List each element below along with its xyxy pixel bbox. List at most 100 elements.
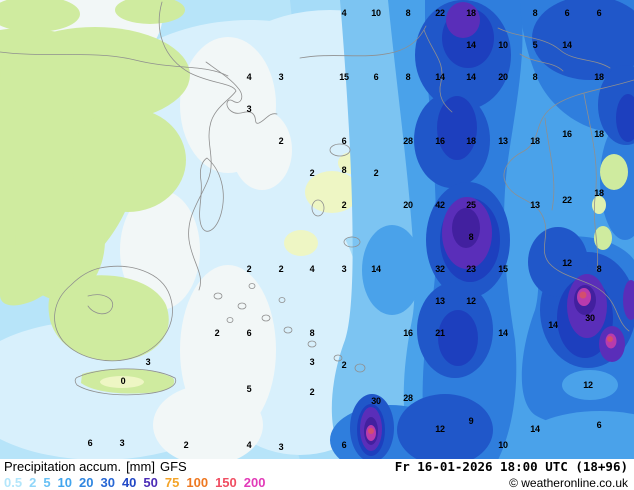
legend-value: 30 xyxy=(100,475,115,490)
map-value-label: 28 xyxy=(403,136,413,146)
legend-value: 75 xyxy=(164,475,180,490)
map-value-label: 18 xyxy=(594,188,604,198)
map-value-label: 3 xyxy=(309,357,315,367)
map-value-label: 10 xyxy=(371,8,381,18)
map-value-label: 5 xyxy=(532,40,538,50)
map-value-label: 16 xyxy=(562,129,572,139)
land-green-layer xyxy=(0,0,190,394)
map-value-label: 6 xyxy=(246,328,252,338)
map-value-label: 6 xyxy=(341,440,347,450)
map-value-label: 8 xyxy=(309,328,315,338)
map-value-label: 6 xyxy=(373,72,379,82)
legend-value: 20 xyxy=(79,475,94,490)
land-green-right-spots xyxy=(592,154,628,250)
map-value-label: 14 xyxy=(371,264,381,274)
map-value-label: 2 xyxy=(373,168,379,178)
map-value-label: 8 xyxy=(468,232,474,242)
legend-value: 2 xyxy=(29,475,37,490)
map-value-label: 2 xyxy=(246,264,252,274)
map-value-label: 20 xyxy=(498,72,508,82)
map-value-label: 18 xyxy=(466,136,476,146)
map-value-label: 8 xyxy=(405,8,411,18)
copyright-label: © weatheronline.co.uk xyxy=(509,476,628,490)
map-value-label: 2 xyxy=(309,387,315,397)
footer-row-2: 0.5 2 5 10 20 30 40 50 75 100 150 200 © weatheronli… xyxy=(0,474,634,490)
map-value-label: 14 xyxy=(530,424,540,434)
precipitation-map: 4 10 8 22 18 8 6 6 14 10 5 14 4 3 15 6 8 14 14 20 8 18 3 2 6 28 16… xyxy=(0,0,634,460)
map-value-label: 6 xyxy=(564,8,570,18)
map-value-label: 0 xyxy=(120,376,126,386)
map-value-label: 12 xyxy=(583,380,593,390)
map-value-label: 16 xyxy=(435,136,445,146)
map-value-label: 4 xyxy=(246,72,252,82)
map-value-label: 12 xyxy=(562,258,572,268)
map-value-label: 4 xyxy=(309,264,315,274)
map-value-label: 2 xyxy=(341,360,347,370)
map-value-label: 14 xyxy=(466,40,476,50)
map-value-label: 6 xyxy=(87,438,93,448)
map-value-label: 30 xyxy=(585,313,595,323)
footer-bar: Precipitation accum. [mm] GFS Fr 16-01-202… xyxy=(0,459,634,490)
map-value-label: 8 xyxy=(596,264,602,274)
map-value-label: 18 xyxy=(594,72,604,82)
legend-value: 0.5 xyxy=(4,475,23,490)
map-value-label: 2 xyxy=(183,440,189,450)
map-value-label: 12 xyxy=(466,296,476,306)
map-value-label: 13 xyxy=(435,296,445,306)
map-value-label: 10 xyxy=(498,440,508,450)
map-value-label: 14 xyxy=(562,40,572,50)
map-value-label: 28 xyxy=(403,393,413,403)
map-value-label: 18 xyxy=(594,129,604,139)
legend-scale: 0.5 2 5 10 20 30 40 50 75 100 150 200 xyxy=(4,474,272,490)
map-value-label: 8 xyxy=(341,165,347,175)
map-value-label: 6 xyxy=(596,8,602,18)
map-value-label: 4 xyxy=(341,8,347,18)
map-value-label: 2 xyxy=(341,200,347,210)
precip-pockets xyxy=(520,370,634,460)
map-value-label: 21 xyxy=(435,328,445,338)
map-value-label: 15 xyxy=(498,264,508,274)
map-value-label: 2 xyxy=(278,136,284,146)
map-value-label: 2 xyxy=(309,168,315,178)
map-value-label: 9 xyxy=(468,416,474,426)
unit-text: [mm] xyxy=(126,459,155,474)
map-value-label: 2 xyxy=(214,328,220,338)
product-name-text: Precipitation accum. xyxy=(4,459,122,474)
datetime-label: Fr 16-01-2026 18:00 UTC (18+96) xyxy=(394,459,628,474)
map-value-label: 14 xyxy=(498,328,508,338)
map-value-label: 3 xyxy=(246,104,252,114)
map-value-label: 12 xyxy=(435,424,445,434)
map-value-label: 6 xyxy=(596,420,602,430)
map-canvas xyxy=(0,0,634,460)
map-value-label: 25 xyxy=(466,200,476,210)
map-value-label: 8 xyxy=(532,8,538,18)
map-value-label: 16 xyxy=(403,328,413,338)
map-value-label: 14 xyxy=(466,72,476,82)
map-value-label: 22 xyxy=(435,8,445,18)
map-value-label: 14 xyxy=(548,320,558,330)
map-value-label: 3 xyxy=(341,264,347,274)
legend-value: 5 xyxy=(43,475,51,490)
legend-value: 10 xyxy=(57,475,73,490)
map-value-label: 23 xyxy=(466,264,476,274)
map-value-label: 14 xyxy=(435,72,445,82)
map-value-label: 42 xyxy=(435,200,445,210)
map-value-label: 2 xyxy=(278,264,284,274)
map-value-label: 4 xyxy=(246,440,252,450)
legend-value: 100 xyxy=(186,475,209,490)
map-value-label: 20 xyxy=(403,200,413,210)
map-value-label: 3 xyxy=(119,438,125,448)
map-value-label: 18 xyxy=(466,8,476,18)
map-value-label: 3 xyxy=(278,442,284,452)
map-value-label: 18 xyxy=(530,136,540,146)
map-value-label: 8 xyxy=(405,72,411,82)
map-value-label: 3 xyxy=(278,72,284,82)
legend-value: 150 xyxy=(215,475,237,490)
map-value-label: 32 xyxy=(435,264,445,274)
legend-value: 50 xyxy=(143,475,158,490)
map-value-label: 15 xyxy=(339,72,349,82)
coastline-paths xyxy=(0,1,634,396)
legend-value: 40 xyxy=(121,475,137,490)
product-label: Precipitation accum. [mm] GFS xyxy=(4,459,192,474)
footer-row-1: Precipitation accum. [mm] GFS Fr 16-01-202… xyxy=(0,459,634,474)
